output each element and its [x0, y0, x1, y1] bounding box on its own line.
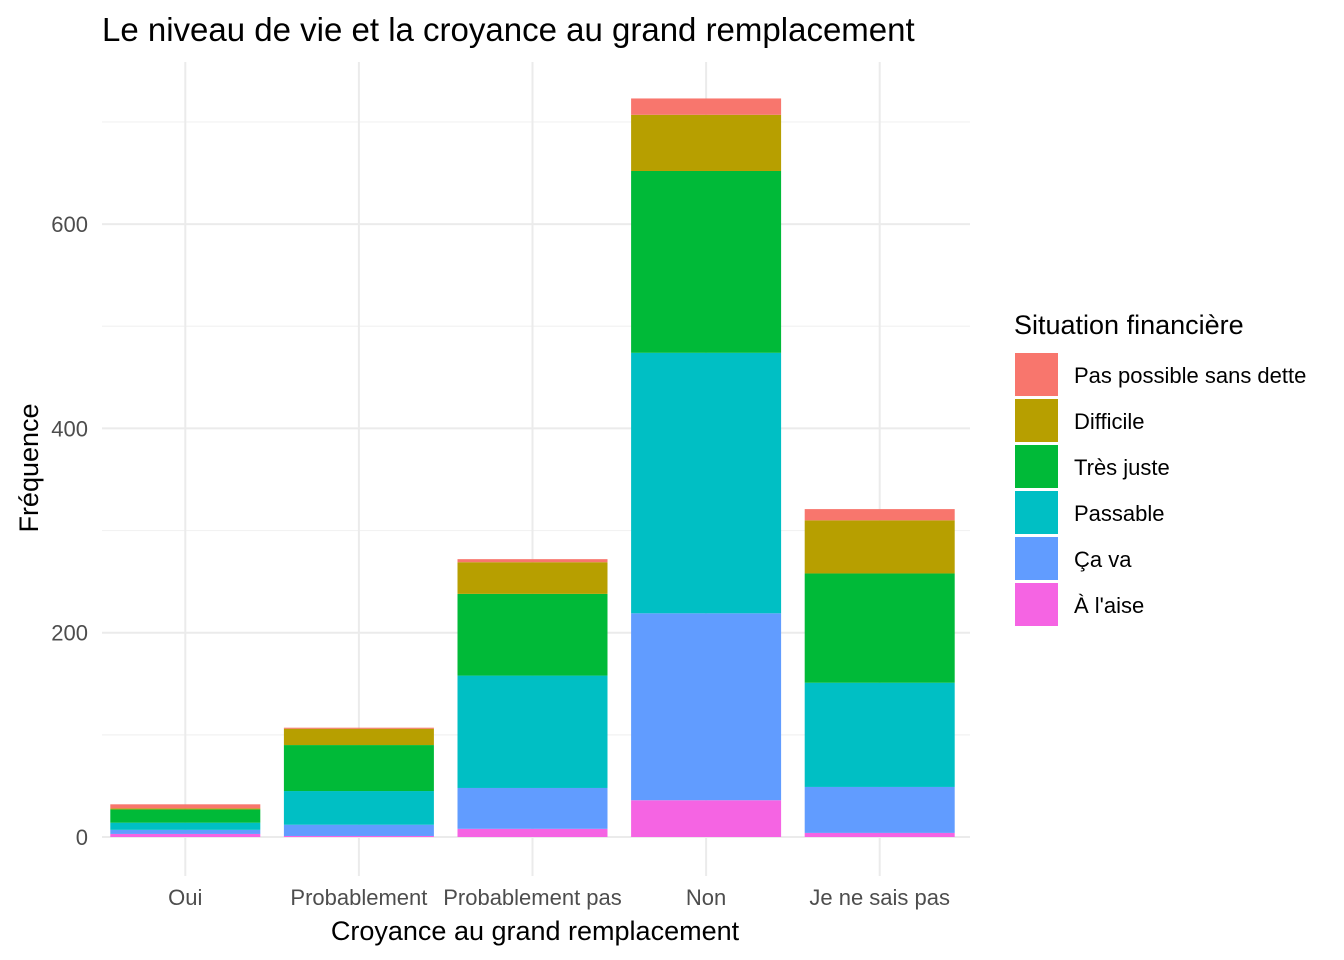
chart-title: Le niveau de vie et la croyance au grand… — [102, 11, 915, 48]
bar-segment — [283, 727, 434, 729]
bar-segment — [110, 804, 261, 809]
x-tick-label: Probablement pas — [443, 885, 622, 910]
y-tick-label: 400 — [51, 416, 88, 441]
legend-title: Situation financière — [1014, 310, 1244, 340]
bar-segment — [457, 675, 608, 788]
bar-segment — [110, 833, 261, 837]
legend-swatch — [1015, 399, 1058, 442]
legend-swatch — [1015, 445, 1058, 488]
y-tick-label: 0 — [76, 825, 88, 850]
legend-label: Très juste — [1074, 455, 1170, 480]
bar-segment — [457, 593, 608, 676]
bar-segment — [804, 682, 955, 787]
bar-segment — [457, 828, 608, 837]
bar-segment — [110, 829, 261, 834]
bar-segment — [110, 808, 261, 810]
bar-segment — [283, 728, 434, 746]
bar-segment — [631, 98, 782, 115]
y-tick-label: 600 — [51, 212, 88, 237]
legend-swatch — [1015, 537, 1058, 580]
legend-label: Pas possible sans dette — [1074, 363, 1306, 388]
bar-segment — [631, 800, 782, 837]
x-tick-label: Oui — [168, 885, 202, 910]
bar-segment — [283, 835, 434, 837]
bar-segment — [804, 520, 955, 574]
x-axis-title: Croyance au grand remplacement — [331, 916, 740, 946]
x-tick-label: Je ne sais pas — [809, 885, 950, 910]
bar-segment — [804, 786, 955, 833]
bar-segment — [804, 509, 955, 521]
bar-segment — [283, 824, 434, 836]
x-tick-label: Non — [686, 885, 726, 910]
legend-swatch — [1015, 353, 1058, 396]
bar-segment — [457, 787, 608, 829]
legend-label: Ça va — [1074, 547, 1132, 572]
legend-swatch — [1015, 583, 1058, 626]
x-axis-ticks: Oui Probablement Probablement pas Non Je ne … — [168, 885, 950, 910]
bar-segment — [457, 562, 608, 594]
bar-segment — [110, 809, 261, 823]
x-tick-label: Probablement — [290, 885, 427, 910]
y-axis-ticks: 0 200 400 600 — [51, 212, 88, 850]
bar-segment — [110, 822, 261, 830]
bar-segment — [631, 170, 782, 353]
bar-segment — [631, 352, 782, 614]
y-axis-title: Fréquence — [14, 403, 44, 532]
bar-segment — [804, 832, 955, 837]
bar-segment — [804, 573, 955, 683]
legend-label: À l'aise — [1074, 593, 1144, 618]
bar-segment — [631, 114, 782, 171]
legend: Situation financière Pas possible sans d… — [1014, 310, 1306, 626]
legend-label: Difficile — [1074, 409, 1145, 434]
bars — [110, 98, 955, 837]
bar-segment — [631, 613, 782, 801]
bar-segment — [457, 559, 608, 563]
bar-segment — [283, 745, 434, 792]
bar-segment — [283, 791, 434, 825]
legend-label: Passable — [1074, 501, 1165, 526]
legend-swatch — [1015, 491, 1058, 534]
y-tick-label: 200 — [51, 621, 88, 646]
